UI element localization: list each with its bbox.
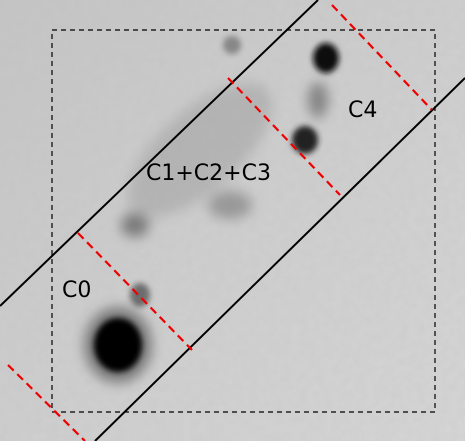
- label: C0: [62, 278, 91, 303]
- noise: [0, 0, 465, 441]
- label: C1+C2+C3: [146, 161, 271, 186]
- label: C4: [348, 98, 377, 123]
- image: C0 C1+C2+C3 C4: [0, 0, 465, 441]
